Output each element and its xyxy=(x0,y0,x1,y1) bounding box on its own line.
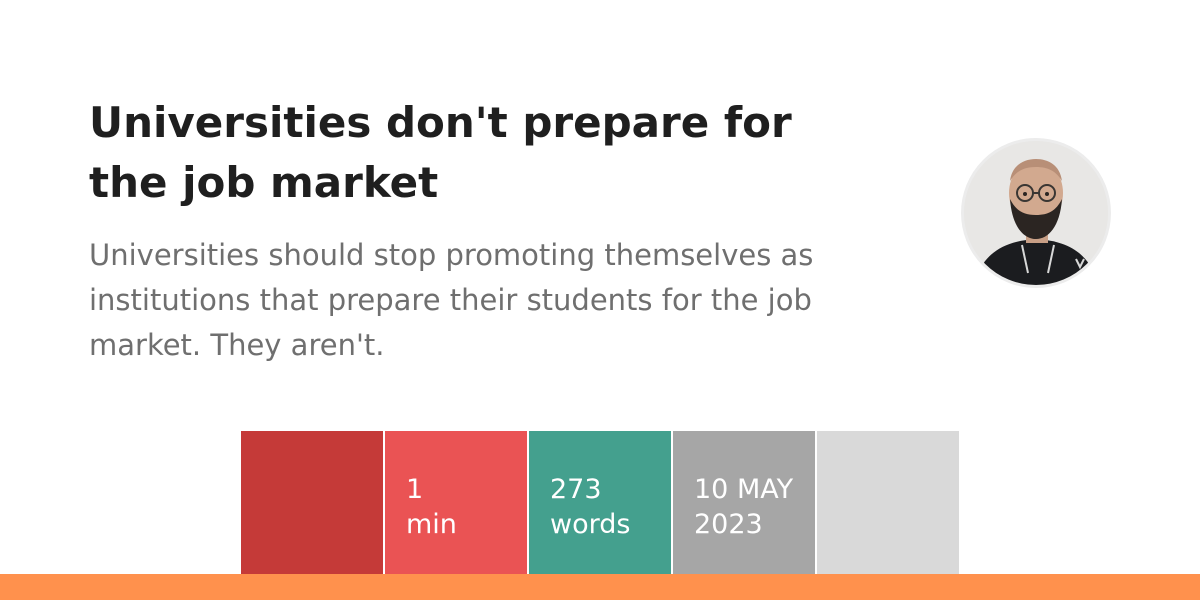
bottom-accent-bar xyxy=(0,574,1200,600)
date-block: 10 MAY 2023 xyxy=(673,431,815,574)
word-count-block: 273 words xyxy=(529,431,671,574)
author-avatar xyxy=(961,138,1111,288)
empty-block xyxy=(817,431,959,574)
accent-block xyxy=(241,431,383,574)
stats-blocks: 1 min 273 words 10 MAY 2023 xyxy=(241,431,959,574)
word-count-value: 273 xyxy=(550,474,602,505)
reading-time-block: 1 min xyxy=(385,431,527,574)
article-title: Universities don't prepare for the job m… xyxy=(89,98,792,207)
date-day-month: 10 MAY xyxy=(694,474,794,505)
reading-time-unit: min xyxy=(406,509,457,540)
date-year: 2023 xyxy=(694,509,763,540)
word-count-unit: words xyxy=(550,509,631,540)
article-description: Universities should stop promoting thems… xyxy=(89,238,814,362)
reading-time-value: 1 xyxy=(406,474,424,505)
author-avatar-icon xyxy=(964,141,1108,285)
